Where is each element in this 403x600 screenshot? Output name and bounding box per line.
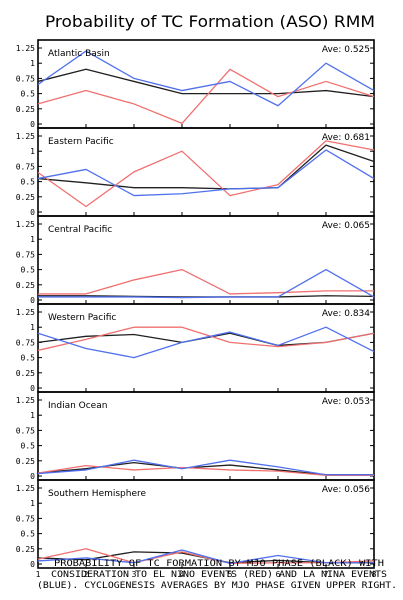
x-tick-label: 2 [84, 570, 89, 579]
caption-line-3: (BLUE). CYCLOGENESIS AVERAGES BY MJO PHA… [37, 581, 397, 591]
x-tick-label: 8 [372, 570, 377, 579]
series-line-red [38, 268, 374, 295]
x-tick-label: 6 [276, 570, 281, 579]
panel-name: Indian Ocean [48, 401, 107, 411]
y-tick-label: 1 [30, 323, 35, 332]
y-tick-label: 0 [30, 560, 35, 569]
series-line-blue [37, 326, 375, 359]
panel-1: 0 0.25 0.5 0.75 1 1.25 Eastern Pacific Ave: 0.6… [16, 127, 375, 217]
y-tick-label: 1.25 [16, 308, 35, 317]
caption-line-1: PROBABILITY OF TC FORMATION BY MJO PHASE… [54, 559, 384, 569]
series-line-blue [37, 149, 375, 197]
panel-frame [37, 479, 375, 569]
panel-3: 0 0.25 0.5 0.75 1 1.25 Western Pacific Ave: 0.8… [16, 303, 375, 393]
panel-5: 0 0.25 0.5 0.75 1 1.25 Southern Hemisphere Ave:… [16, 479, 375, 569]
panel-name: Central Pacific [48, 225, 112, 235]
y-tick-label: 1.25 [16, 396, 35, 405]
y-tick-label: 0.5 [21, 266, 36, 275]
y-tick-label: 0.25 [16, 457, 35, 466]
y-tick-label: 0 [30, 120, 35, 129]
y-tick-label: 0.25 [16, 281, 35, 290]
y-tick-label: 1.25 [16, 44, 35, 53]
panel-average: Ave: 0.065 [322, 221, 370, 231]
panel-average: Ave: 0.681 [322, 133, 370, 143]
y-tick-label: 1 [30, 235, 35, 244]
panel-average: Ave: 0.834 [322, 309, 370, 319]
y-tick-label: 0.25 [16, 545, 35, 554]
x-tick-label: 3 [132, 570, 137, 579]
y-tick-label: 0 [30, 472, 35, 481]
y-tick-label: 0 [30, 296, 35, 305]
y-tick-label: 0.75 [16, 514, 35, 523]
y-tick-label: 1 [30, 499, 35, 508]
y-tick-label: 1.25 [16, 484, 35, 493]
panel-average: Ave: 0.056 [322, 485, 370, 495]
panel-average: Ave: 0.053 [322, 397, 370, 407]
series-line-red [37, 68, 375, 125]
y-tick-label: 0.5 [21, 178, 36, 187]
series-line-blue [37, 459, 374, 476]
panel-0: 0 0.25 0.5 0.75 1 1.25 Atlantic Basin Ave: 0.52… [16, 39, 375, 129]
panel-name: Atlantic Basin [48, 49, 110, 59]
series-line-black [37, 144, 375, 190]
series-line-blue [38, 268, 375, 299]
chart-title: Probability of TC Formation (ASO) RMM [45, 12, 375, 31]
series-line-red [37, 326, 375, 351]
x-tick-label: 7 [324, 570, 329, 579]
y-tick-label: 0.75 [16, 338, 35, 347]
y-tick-label: 0.75 [16, 74, 35, 83]
y-tick-label: 1 [30, 147, 35, 156]
series-line-red [37, 465, 374, 477]
y-tick-label: 0 [30, 208, 35, 217]
panel-2: 0 0.25 0.5 0.75 1 1.25 Central Pacific Ave: 0.0… [16, 215, 375, 305]
y-tick-label: 0.25 [16, 369, 35, 378]
y-tick-label: 0.25 [16, 105, 35, 114]
y-tick-label: 0.75 [16, 250, 35, 259]
panel-name: Southern Hemisphere [48, 489, 147, 499]
panel-name: Western Pacific [48, 313, 116, 323]
series-line-red [37, 140, 375, 208]
series-line-black [37, 68, 375, 98]
series-line-red [37, 548, 375, 565]
series-line-blue [37, 50, 375, 107]
x-tick-label: 5 [228, 570, 233, 579]
x-axis: 1 2 3 4 5 6 7 8 [36, 570, 377, 579]
y-tick-label: 0.5 [21, 90, 36, 99]
y-tick-label: 1 [30, 59, 35, 68]
y-tick-label: 0.75 [16, 162, 35, 171]
panels-layer: 0 0.25 0.5 0.75 1 1.25 Atlantic Basin Ave: 0.52… [16, 39, 375, 569]
panel-name: Eastern Pacific [48, 137, 114, 147]
x-tick-label: 4 [180, 570, 185, 579]
panel-4: 0 0.25 0.5 0.75 1 1.25 Indian Ocean Ave: 0.053 [16, 391, 375, 481]
series-line-blue [37, 549, 374, 565]
y-tick-label: 0 [30, 384, 35, 393]
y-tick-label: 1.25 [16, 220, 35, 229]
y-tick-label: 1 [30, 411, 35, 420]
y-tick-label: 0.5 [21, 530, 36, 539]
y-tick-label: 0.5 [21, 442, 36, 451]
y-tick-label: 1.25 [16, 132, 35, 141]
y-tick-label: 0.75 [16, 426, 35, 435]
caption-line-2: CONSIDERATION TO EL NINO EVENTS (RED) AN… [51, 570, 387, 580]
x-tick-label: 1 [36, 570, 41, 579]
y-tick-label: 0.5 [21, 354, 36, 363]
y-tick-label: 0.25 [16, 193, 35, 202]
panel-average: Ave: 0.525 [322, 45, 370, 55]
